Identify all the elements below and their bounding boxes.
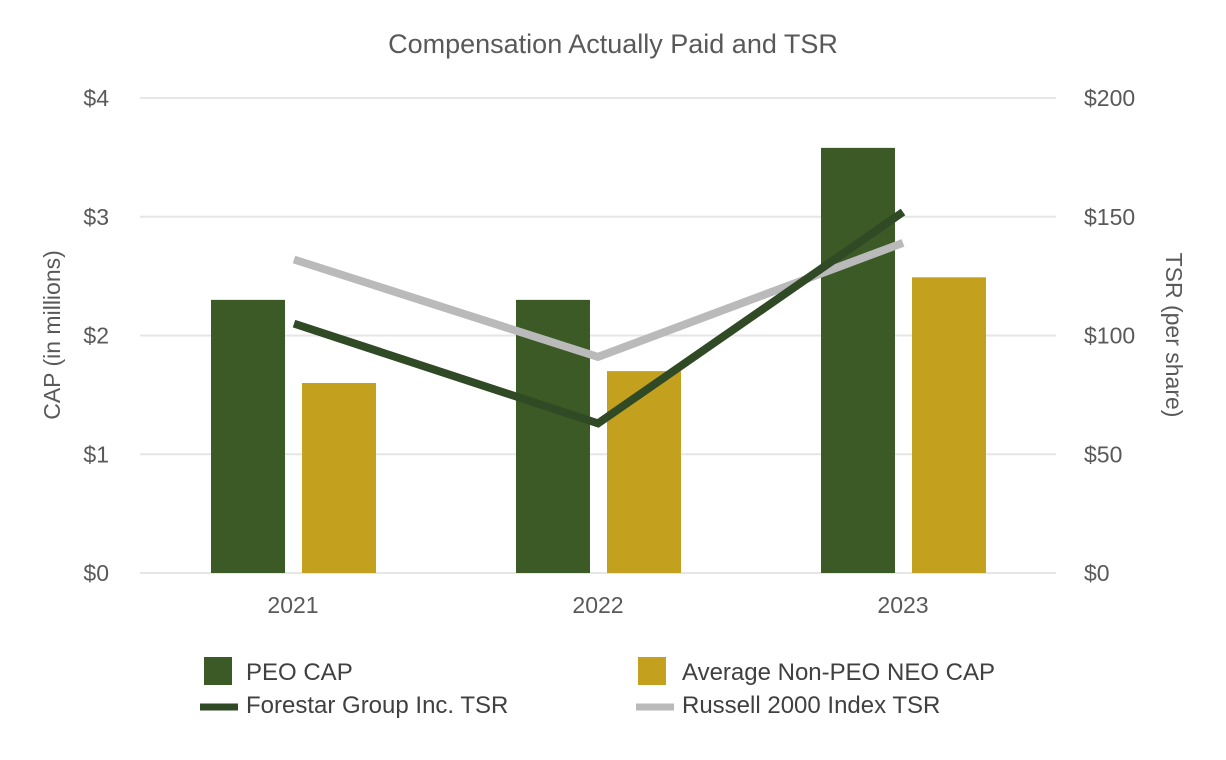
category-label-2023: 2023 bbox=[877, 592, 928, 618]
line-forestar-tsr bbox=[292, 208, 906, 428]
gridlines bbox=[140, 97, 1056, 574]
left-tick-label: $3 bbox=[83, 204, 109, 230]
right-axis-title: TSR (per share) bbox=[1161, 253, 1187, 418]
lines bbox=[292, 208, 906, 428]
bar-peo-cap-2023 bbox=[821, 147, 895, 573]
chart-title: Compensation Actually Paid and TSR bbox=[388, 29, 838, 59]
left-tick-label: $4 bbox=[83, 85, 109, 111]
left-axis-title: CAP (in millions) bbox=[39, 250, 65, 420]
category-label-2021: 2021 bbox=[267, 592, 318, 618]
bar-non-peo-cap-2023 bbox=[912, 277, 986, 573]
legend-swatch-non-peo-cap bbox=[638, 657, 666, 685]
legend-label-forestar-tsr: Forestar Group Inc. TSR bbox=[246, 692, 508, 719]
legend-swatch-peo-cap bbox=[204, 657, 232, 685]
category-label-2022: 2022 bbox=[572, 592, 623, 618]
legend-label-non-peo-cap: Average Non-PEO NEO CAP bbox=[682, 659, 995, 686]
legend-label-peo-cap: PEO CAP bbox=[246, 659, 353, 686]
right-tick-label: $150 bbox=[1084, 204, 1135, 230]
legend-label-russell-tsr: Russell 2000 Index TSR bbox=[682, 692, 940, 719]
right-tick-label: $50 bbox=[1084, 441, 1122, 467]
legend: PEO CAP Average Non-PEO NEO CAP Forestar… bbox=[200, 657, 995, 719]
left-tick-label: $0 bbox=[83, 560, 109, 586]
bar-peo-cap-2021 bbox=[211, 299, 285, 573]
right-tick-label: $100 bbox=[1084, 323, 1135, 349]
bar-non-peo-cap-2021 bbox=[302, 383, 376, 573]
left-axis-ticks: $0 $1 $2 $3 $4 bbox=[83, 85, 109, 586]
right-axis-ticks: $0 $50 $100 $150 $200 bbox=[1084, 85, 1135, 586]
left-tick-label: $1 bbox=[83, 441, 109, 467]
bar-non-peo-cap-2022 bbox=[607, 371, 681, 573]
line-russell-tsr bbox=[292, 239, 905, 362]
right-tick-label: $0 bbox=[1084, 560, 1110, 586]
right-tick-label: $200 bbox=[1084, 85, 1135, 111]
left-tick-label: $2 bbox=[83, 323, 109, 349]
bars bbox=[211, 147, 986, 573]
category-labels: 2021 2022 2023 bbox=[267, 592, 928, 618]
